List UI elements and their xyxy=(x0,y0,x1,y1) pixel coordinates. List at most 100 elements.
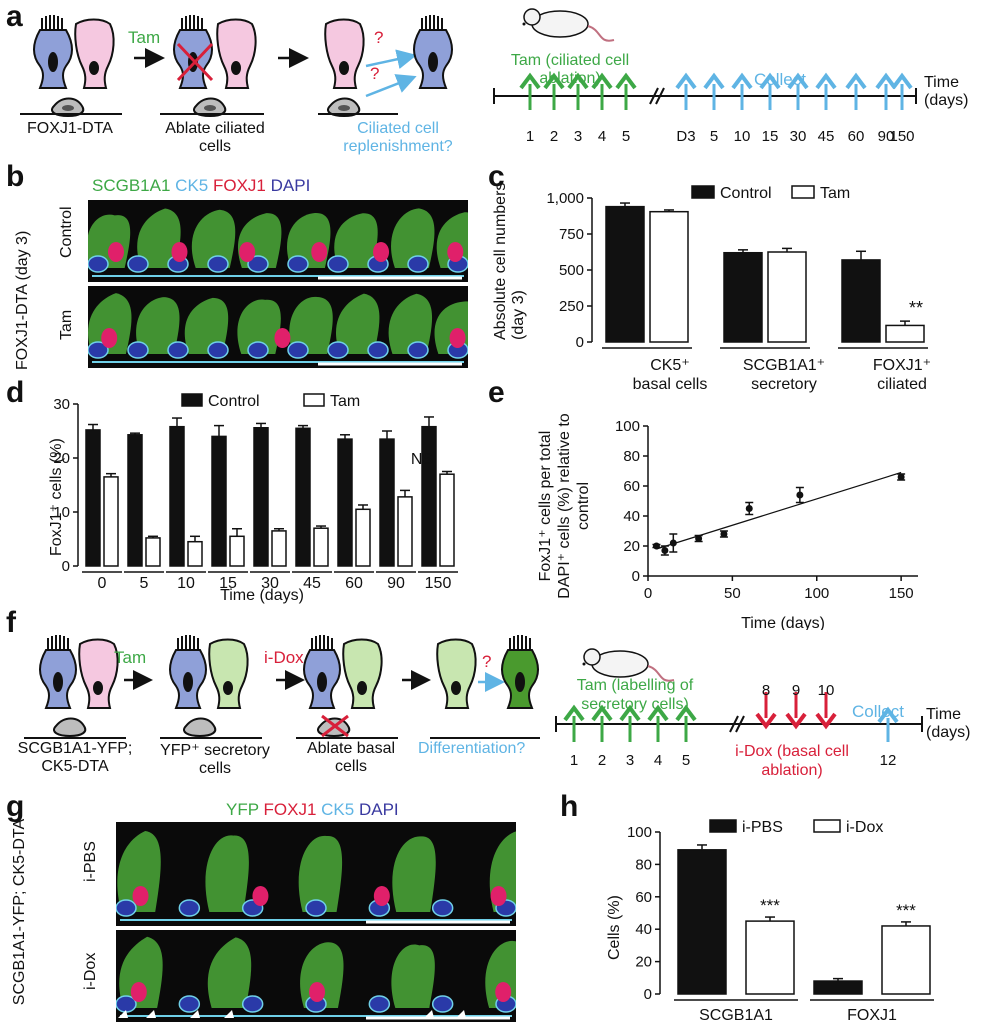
cat-scgb-line1: SCGB1A1⁺ xyxy=(742,357,826,374)
timeline-time-label: Time (days) xyxy=(924,74,969,109)
collect-arrow xyxy=(891,72,913,110)
collect-day-label: 45 xyxy=(817,128,835,145)
bar xyxy=(253,427,269,567)
nucleus-stain xyxy=(88,341,109,359)
panel-f-schematic xyxy=(24,635,540,739)
data-point xyxy=(897,473,905,481)
nucleus-stain xyxy=(167,341,189,359)
secretory-cell-stain xyxy=(392,836,436,912)
legend-label: Tam xyxy=(330,393,360,410)
panel-b-side-label: FOXJ1-DTA (day 3) xyxy=(14,230,31,370)
mouse-icon xyxy=(522,8,615,42)
timeline-collect-label: Collect xyxy=(754,70,806,89)
micrograph-idox xyxy=(116,930,516,1022)
ciliated-cell-icon xyxy=(33,15,73,89)
ns-marker: NS xyxy=(411,451,433,468)
foxj1-stain xyxy=(171,242,188,262)
foxj1-stain xyxy=(490,886,507,906)
row-ipbs-label: i-PBS xyxy=(82,841,99,882)
yfp-secretory-cell-icon xyxy=(342,638,383,709)
arrowhead-marker xyxy=(118,1010,128,1018)
bar xyxy=(723,251,763,343)
panel-e-chart: 0 20 40 60 80 100 0 50 100 150 Time (days) xyxy=(615,418,918,630)
differentiation-label: Differentiation? xyxy=(418,740,526,757)
y-tick-label: 750 xyxy=(559,226,584,243)
question-mark: ? xyxy=(482,652,492,671)
data-point xyxy=(720,530,728,538)
category-label: 45 xyxy=(303,575,321,592)
tam-day-label: 3 xyxy=(573,128,583,145)
basal-cell-icon xyxy=(182,717,217,738)
bar xyxy=(355,508,371,567)
bar xyxy=(169,425,185,567)
yfp-secretory-cell-icon xyxy=(436,638,477,709)
bar xyxy=(127,434,143,567)
category-label: 5 xyxy=(140,575,149,592)
bar xyxy=(337,438,353,567)
tam-arrow xyxy=(591,704,613,742)
collect-arrow xyxy=(875,72,897,110)
foxj1-stain xyxy=(309,982,326,1002)
tam-arrow xyxy=(563,704,585,742)
secretory-cell-stain xyxy=(298,835,343,912)
panel-g-stain-legend: YFP FOXJ1 CK5 DAPI xyxy=(226,800,399,820)
collect-day-label: 60 xyxy=(847,128,865,145)
category-label: 15 xyxy=(219,575,237,592)
nucleus-stain xyxy=(207,341,229,359)
secretory-cell-stain xyxy=(119,936,163,1008)
bar xyxy=(421,425,437,567)
y-tick-label: 20 xyxy=(635,954,652,971)
arrowhead-marker xyxy=(146,1010,156,1018)
foxj1-stain xyxy=(252,886,269,906)
significance-marker: *** xyxy=(896,901,916,920)
y-tick-label: 10 xyxy=(53,504,70,521)
stain-foxj1: FOXJ1 xyxy=(263,800,317,819)
stain-dapi: DAPI xyxy=(270,176,311,195)
yfp-secretory-label: YFP⁺ secretory cells xyxy=(160,742,270,777)
nucleus-stain xyxy=(431,995,454,1013)
y-tick-label: 100 xyxy=(627,824,652,841)
foxj1-stain xyxy=(495,982,512,1002)
x-tick-label: 0 xyxy=(644,585,652,602)
idox-day-label: 8 xyxy=(761,682,771,699)
nucleus-stain xyxy=(127,341,149,359)
panel-h-ylabel: Cells (%) xyxy=(606,895,623,960)
foxj1-stain xyxy=(373,886,390,906)
cat-foxj1: FOXJ1⁺ ciliated xyxy=(852,356,952,394)
panel-label-c: c xyxy=(488,160,505,193)
foxj1-stain xyxy=(274,328,291,348)
secretory-cell-stain xyxy=(184,297,229,354)
idox-day-label: 9 xyxy=(791,682,801,699)
foxj1-stain xyxy=(449,328,466,348)
collect-day-label: 15 xyxy=(761,128,779,145)
data-point xyxy=(745,505,753,512)
tam-label: Tam xyxy=(114,648,147,667)
secretory-cell-stain xyxy=(117,830,161,912)
secretory-cell-stain xyxy=(334,213,378,268)
panel-label-h: h xyxy=(560,790,579,823)
secretory-cell-icon xyxy=(324,18,365,89)
panel-a-schematic xyxy=(20,15,453,118)
legend-label: Control xyxy=(720,185,772,202)
bar xyxy=(677,849,727,995)
cat-scgb-line2: secretory xyxy=(751,376,817,393)
basal-cell-icon xyxy=(52,717,87,738)
secretory-cell-stain xyxy=(388,293,433,354)
cat-ck5: CK5⁺ basal cells xyxy=(620,356,720,394)
secretory-cell-stain xyxy=(88,293,132,354)
significance-marker: ** xyxy=(909,298,923,318)
x-axis-label: Time (days) xyxy=(741,615,825,630)
y-tick-label: 40 xyxy=(635,921,652,938)
replenishment-label: Ciliated cell replenishment? xyxy=(343,120,453,155)
micrograph-control xyxy=(88,200,468,282)
secretory-cell-stain xyxy=(191,209,236,268)
ablate-label: Ablate ciliated cells xyxy=(165,120,265,155)
y-tick-label: 40 xyxy=(623,508,640,525)
secretory-cell-stain xyxy=(391,944,435,1008)
panel-c-chart: Control Tam 0 250 500 750 1,000 ** xyxy=(546,185,928,351)
collect-arrow xyxy=(877,706,899,742)
panel-label-b: b xyxy=(6,160,25,193)
x-axis-label: Time (days) xyxy=(220,587,304,604)
y-tick-label: 20 xyxy=(53,450,70,467)
collect-day-label: D3 xyxy=(676,128,696,145)
